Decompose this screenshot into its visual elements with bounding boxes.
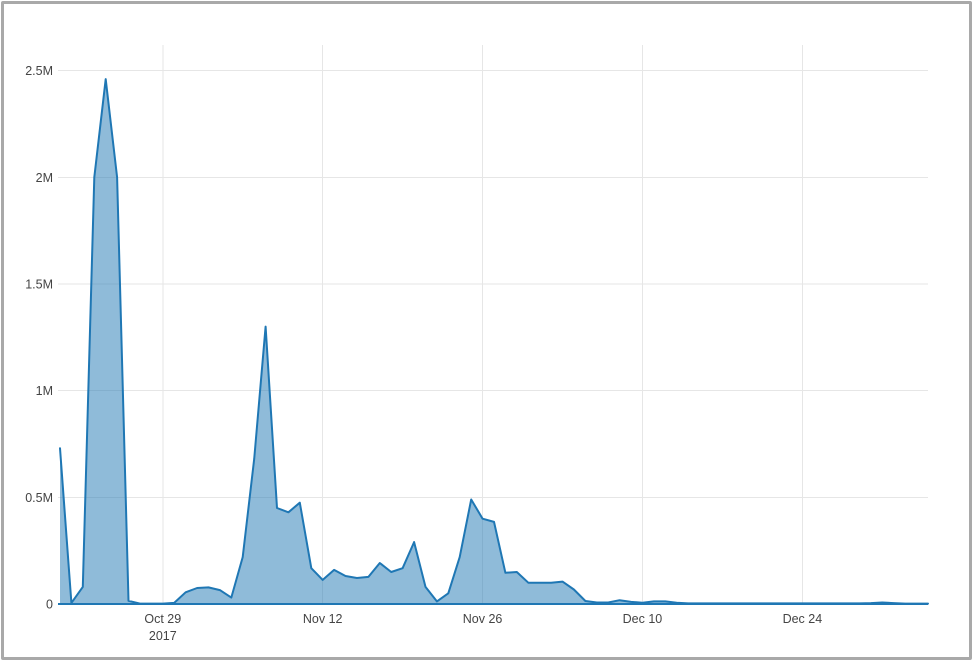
- y-axis-tick-label: 2M: [36, 171, 53, 185]
- y-axis-tick-label: 1M: [36, 384, 53, 398]
- area-series-line: [59, 78, 929, 605]
- y-axis-tick-label: 1.5M: [25, 277, 53, 291]
- x-axis-tick-label: Nov 26: [463, 612, 503, 626]
- y-axis-tick-label: 0.5M: [25, 491, 53, 505]
- y-axis-tick-label: 0: [46, 598, 53, 612]
- y-axis-tick-label: 2.5M: [25, 64, 53, 78]
- x-axis-tick-label: Oct 29: [144, 612, 181, 626]
- x-axis-tick-sublabel: 2017: [149, 629, 177, 643]
- x-axis-tick-label: Dec 24: [783, 612, 823, 626]
- x-axis-tick-label: Dec 10: [623, 612, 663, 626]
- x-axis-tick-label: Nov 12: [303, 612, 343, 626]
